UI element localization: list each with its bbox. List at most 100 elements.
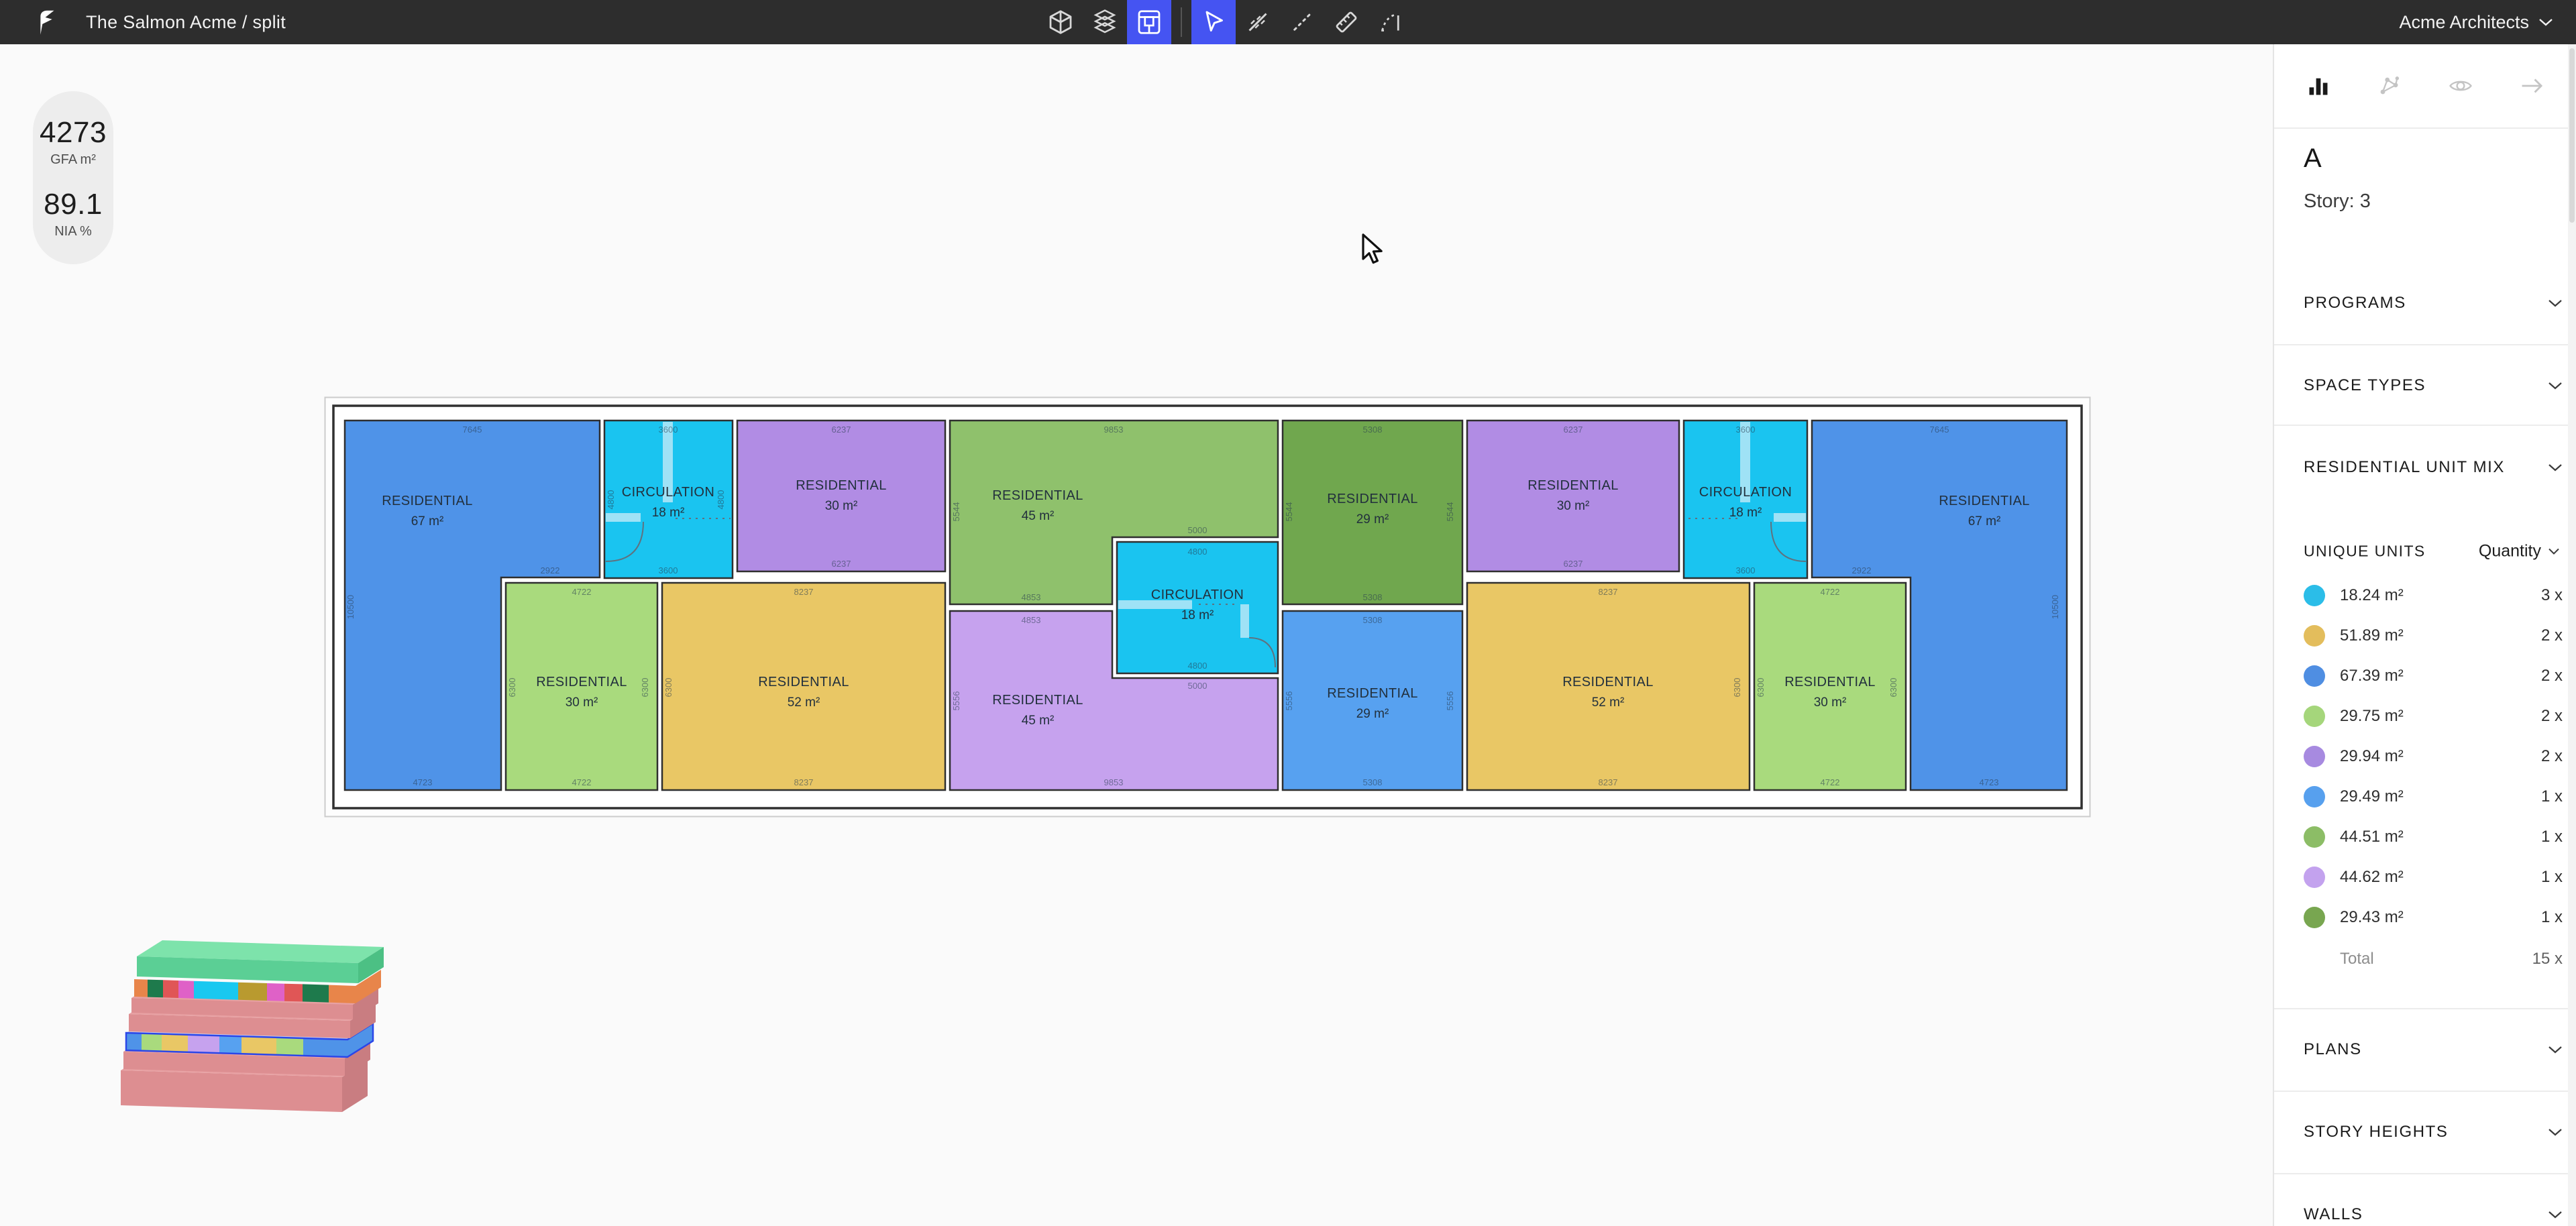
gfa-value: 4273 [40, 116, 107, 149]
room-residential-30-purple-2[interactable]: RESIDENTIAL 30 m² 6237 6237 [1466, 419, 1680, 573]
unit-row[interactable]: 29.43 m² 1 x [2304, 899, 2563, 936]
bar-chart-icon[interactable] [2306, 74, 2330, 98]
unit-color-dot [2304, 706, 2325, 727]
svg-text:9853: 9853 [1104, 777, 1124, 787]
svg-text:3600: 3600 [1736, 565, 1756, 575]
room-residential-30-purple-1[interactable]: RESIDENTIAL 30 m² 6237 6237 [736, 419, 947, 573]
svg-text:5308: 5308 [1363, 592, 1383, 602]
svg-text:52 m²: 52 m² [1592, 695, 1625, 710]
room-residential-29-darkgreen[interactable]: RESIDENTIAL 29 m² 5308 5308 5544 5544 [1281, 419, 1464, 606]
unique-units-header: UNIQUE UNITS Quantity [2304, 542, 2560, 561]
divider [2274, 127, 2569, 129]
unit-color-dot [2304, 625, 2325, 647]
org-name: Acme Architects [2399, 11, 2529, 32]
svg-text:3600: 3600 [1736, 425, 1756, 435]
room-residential-52-right[interactable]: RESIDENTIAL 52 m² 8237 8237 6300 [1466, 581, 1751, 791]
unit-row[interactable]: 67.39 m² 2 x [2304, 657, 2563, 695]
unit-row[interactable]: 29.75 m² 2 x [2304, 698, 2563, 735]
building-3d-preview[interactable] [114, 936, 416, 1144]
nia-value: 89.1 [44, 188, 103, 221]
arrow-right-icon[interactable] [2520, 73, 2545, 99]
door-opening [606, 513, 641, 522]
building-name: A [2304, 144, 2322, 173]
svg-text:45 m²: 45 m² [1022, 714, 1055, 728]
plan-view-button[interactable] [1127, 0, 1171, 44]
divider [2274, 344, 2569, 345]
unit-color-dot [2304, 746, 2325, 767]
stories-view-button[interactable] [1083, 0, 1127, 44]
graph-nodes-icon[interactable] [2377, 74, 2401, 98]
unit-color-dot [2304, 867, 2325, 888]
svg-text:RESIDENTIAL: RESIDENTIAL [382, 494, 473, 508]
plan-canvas[interactable]: 4273 GFA m² 89.1 NIA % RESIDENTIAL 67 m²… [0, 44, 2273, 1226]
room-residential-30-green-left[interactable]: RESIDENTIAL 30 m² 4722 4722 6300 6300 [504, 581, 659, 791]
room-residential-67-left[interactable]: RESIDENTIAL 67 m² 7645 2922 4723 10500 [343, 419, 601, 791]
section-story-heights[interactable]: STORY HEIGHTS [2304, 1112, 2563, 1152]
svg-text:5000: 5000 [1188, 681, 1208, 691]
svg-text:6300: 6300 [663, 678, 674, 698]
measure-tool-button[interactable] [1324, 0, 1368, 44]
stair-shaft [663, 422, 673, 502]
unit-row[interactable]: 29.49 m² 1 x [2304, 778, 2563, 816]
room-residential-45-green[interactable]: RESIDENTIAL 45 m² 9853 5000 4853 5544 [949, 419, 1279, 606]
svg-text:RESIDENTIAL: RESIDENTIAL [1939, 494, 2030, 508]
scrollbar-thumb[interactable] [2569, 48, 2575, 223]
svg-text:8237: 8237 [794, 587, 814, 597]
arc-tool-button[interactable] [1368, 0, 1413, 44]
unit-row[interactable]: 44.62 m² 1 x [2304, 858, 2563, 896]
panel-scrollbar[interactable] [2568, 44, 2576, 1226]
svg-text:10500: 10500 [2050, 595, 2060, 619]
svg-text:2922: 2922 [541, 565, 560, 575]
eye-icon[interactable] [2448, 73, 2473, 99]
chevron-down-icon [2548, 1046, 2562, 1053]
room-residential-30-green-right[interactable]: RESIDENTIAL 30 m² 4722 4722 6300 6300 [1753, 581, 1907, 791]
svg-text:30 m²: 30 m² [825, 499, 858, 513]
select-tool-button[interactable] [1191, 0, 1236, 44]
svg-text:4853: 4853 [1022, 592, 1041, 602]
room-circulation-center[interactable]: CIRCULATION 18 m² 4800 4800 [1116, 541, 1279, 675]
section-space-types[interactable]: SPACE TYPES [2304, 366, 2563, 406]
unit-row[interactable]: 29.94 m² 2 x [2304, 738, 2563, 775]
svg-text:6300: 6300 [1756, 678, 1766, 698]
section-plans[interactable]: PLANS [2304, 1029, 2563, 1070]
sort-dropdown[interactable]: Quantity [2479, 542, 2560, 561]
svg-text:6237: 6237 [1564, 425, 1583, 435]
org-switcher[interactable]: Acme Architects [2399, 0, 2553, 44]
top-bar: The Salmon Acme / split [0, 0, 2576, 44]
guide-tool-button[interactable] [1280, 0, 1324, 44]
svg-text:5544: 5544 [1284, 502, 1294, 522]
floor-plan[interactable]: RESIDENTIAL 67 m² 7645 2922 4723 10500 C… [324, 396, 2091, 818]
divider [2274, 1008, 2569, 1009]
room-residential-29-blue[interactable]: RESIDENTIAL 29 m² 5308 5308 5556 5556 [1281, 610, 1464, 791]
arc-icon [1381, 13, 1399, 32]
svg-text:18 m²: 18 m² [652, 506, 685, 520]
section-residential-unit-mix[interactable]: RESIDENTIAL UNIT MIX [2304, 447, 2563, 488]
svg-text:4800: 4800 [1188, 661, 1208, 671]
room-residential-67-right[interactable]: RESIDENTIAL 67 m² 7645 2922 4723 10500 [1811, 419, 2068, 791]
svg-text:18 m²: 18 m² [1181, 608, 1214, 622]
room-circulation-left[interactable]: CIRCULATION 18 m² 3600 3600 4800 4800 [603, 419, 734, 579]
wall-tool-button[interactable] [1236, 0, 1280, 44]
room-residential-45-lavender[interactable]: RESIDENTIAL 45 m² 4853 5000 9853 5556 [949, 610, 1279, 791]
unit-total-row: Total 15 x [2340, 950, 2563, 968]
svg-text:5556: 5556 [1445, 691, 1455, 711]
unit-row[interactable]: 18.24 m² 3 x [2304, 577, 2563, 614]
section-programs[interactable]: PROGRAMS [2304, 283, 2563, 323]
svg-text:6300: 6300 [1732, 678, 1742, 698]
divider [2274, 1173, 2569, 1174]
unit-row[interactable]: 44.51 m² 1 x [2304, 818, 2563, 856]
view-3d-button[interactable] [1038, 0, 1083, 44]
chevron-down-icon [2548, 1128, 2562, 1135]
svg-text:67 m²: 67 m² [411, 514, 444, 528]
section-walls[interactable]: WALLS [2304, 1194, 2563, 1226]
room-circulation-right[interactable]: CIRCULATION 18 m² 3600 3600 [1682, 419, 1809, 579]
ruler-icon [1336, 11, 1357, 33]
svg-text:CIRCULATION: CIRCULATION [622, 485, 714, 500]
toolbar [1038, 0, 1413, 44]
unit-row[interactable]: 51.89 m² 2 x [2304, 617, 2563, 655]
story-6 [134, 970, 381, 1003]
svg-text:67 m²: 67 m² [1968, 514, 2001, 528]
room-residential-52-left[interactable]: RESIDENTIAL 52 m² 8237 8237 6300 [661, 581, 947, 791]
finch-logo-icon[interactable] [31, 7, 62, 38]
divider [2274, 425, 2569, 426]
